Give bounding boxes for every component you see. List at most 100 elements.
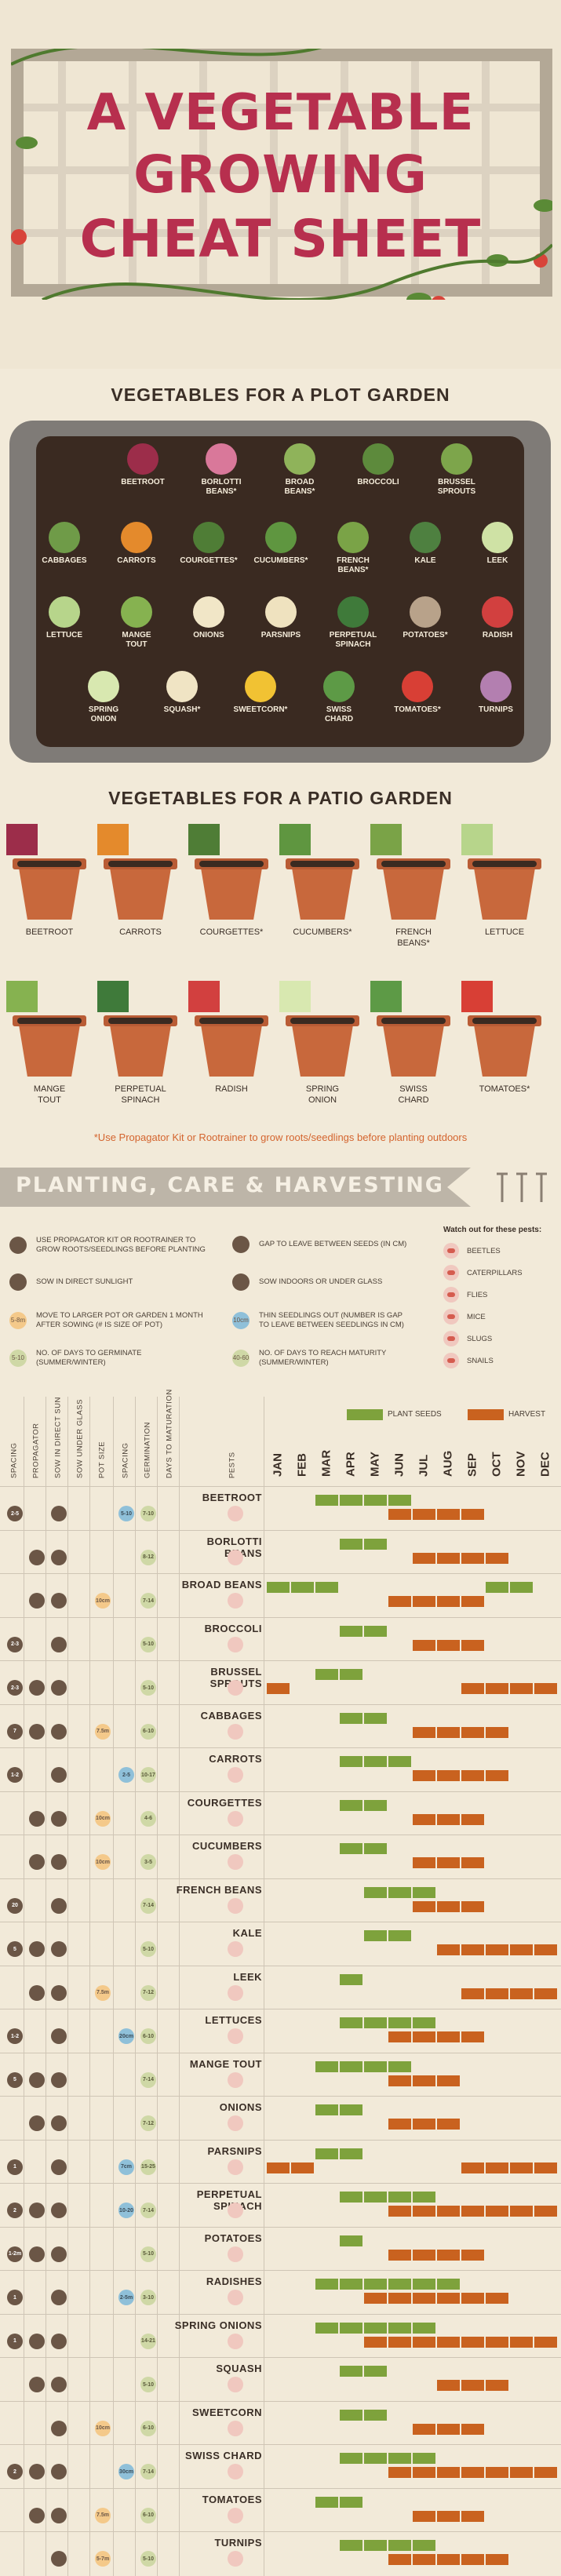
plot-veg-label: CARROTS: [117, 556, 156, 565]
harvest-bar-dec: [534, 1683, 557, 1694]
courgettes-icon: [188, 824, 220, 855]
harvest-bar-oct: [486, 2554, 508, 2565]
plot-veg-label: TURNIPS: [479, 705, 513, 714]
table-row-broad-beans: BROAD BEANS 10cm 7-14: [0, 1573, 561, 1616]
vegetable-name: LETTUCES: [205, 2014, 262, 2026]
plant-bar-jun: [388, 2453, 411, 2464]
plot-garden-heading: VEGETABLES FOR A PLOT GARDEN: [111, 384, 450, 405]
patio-pot-radish: RADISH: [188, 981, 275, 1095]
plot-veg-sweetcorn: SWEETCORN*: [229, 671, 292, 715]
vegetable-name: POTATOES: [204, 2232, 262, 2244]
harvest-bar-jan: [267, 1683, 290, 1694]
plant-bar-may: [364, 1712, 387, 1724]
harvest-bar-nov: [510, 1988, 533, 1999]
plant-bar-jun: [388, 1930, 411, 1941]
propagator-icon: [29, 2464, 45, 2479]
harvest-bar-jun: [388, 1509, 411, 1520]
title-line-3: CHEAT SHEET: [79, 209, 482, 269]
key-row: 10cm THIN SEEDLINGS OUT (NUMBER IS GAP TO…: [232, 1311, 404, 1330]
patio-pot-label: CUCUMBERS*: [293, 927, 352, 937]
patio-pot-label: PERPETUAL SPINACH: [115, 1084, 166, 1105]
harvest-bar-jun: [388, 2336, 411, 2348]
plant-bar-apr: [340, 2104, 362, 2115]
perpetual-spinach-icon: [97, 981, 129, 1012]
harvest-bar-jul: [413, 2293, 435, 2304]
key-text: GAP TO LEAVE BETWEEN SEEDS (IN CM): [259, 1240, 407, 1249]
plot-veg-tomatoes: TOMATOES*: [386, 671, 449, 715]
harvest-bar-oct: [486, 2162, 508, 2173]
pest-label: MICE: [467, 1312, 486, 1321]
plant-bar-may: [364, 1843, 387, 1854]
plot-veg-borlotti-beans: BORLOTTI BEANS*: [190, 443, 253, 496]
harvest-bar-nov: [510, 1944, 533, 1955]
propagator-icon: [29, 1680, 45, 1696]
harvest-bar-jul: [413, 2206, 435, 2217]
month-mar: MAR: [319, 1449, 333, 1477]
propagator-icon: [29, 2507, 45, 2523]
pot-icon: [377, 1015, 450, 1077]
sun-icon: [51, 2551, 67, 2567]
harvest-bar-jun: [388, 2206, 411, 2217]
sun-icon: [51, 1897, 67, 1914]
plot-veg-cucumbers: CUCUMBERS*: [250, 522, 312, 566]
pot-size-badge: 10cm: [95, 1593, 111, 1609]
table-row-turnips: TURNIPS 5-7m 5-10: [0, 2531, 561, 2574]
sun-icon: [51, 1854, 67, 1870]
harvest-bar-oct: [486, 2206, 508, 2217]
pest-icon: [228, 1549, 243, 1565]
harvest-bar-jul: [413, 2031, 435, 2042]
key-text: MOVE TO LARGER POT OR GARDEN 1 MONTH AFT…: [36, 1311, 203, 1329]
radish-icon: [482, 596, 513, 628]
harvest-bar-jun: [388, 2467, 411, 2478]
spacing-badge: 1-2: [7, 2028, 23, 2044]
plant-bar-may: [364, 1495, 387, 1506]
plot-veg-lettuce: LETTUCE: [33, 596, 96, 640]
pest-label: FLIES: [467, 1290, 488, 1299]
pot-icon: [13, 1015, 86, 1077]
sun-icon: [51, 2071, 67, 2088]
propagator-icon: [29, 1898, 45, 1914]
pest-icon: [228, 1593, 243, 1609]
month-nov: NOV: [514, 1451, 528, 1477]
table-row-cucumbers: CUCUMBERS 10cm 3-5: [0, 1835, 561, 1877]
harvest-bar-sep: [461, 2423, 484, 2435]
pest-icon: [228, 1941, 243, 1957]
pest-icon: [228, 1767, 243, 1783]
germination-badge: 7-14: [140, 2071, 156, 2088]
spring-onion-icon: [88, 671, 119, 702]
brussel-sprouts-icon: [441, 443, 472, 475]
plant-bar-mar: [315, 2060, 338, 2072]
banner-title: PLANTING, CARE & HARVESTING: [16, 1173, 444, 1197]
pest-label: SLUGS: [467, 1334, 493, 1343]
harvest-bar-jun: [388, 2119, 411, 2130]
broad-beans-icon: [284, 443, 315, 475]
plant-bar-may: [364, 1799, 387, 1811]
pest-label: CATERPILLARS: [467, 1268, 523, 1277]
month-apr: APR: [344, 1452, 358, 1477]
month-feb: FEB: [295, 1453, 309, 1477]
pest-icon: [228, 1897, 243, 1914]
harvest-bar-sep: [461, 2467, 484, 2478]
pest-label: BEETLES: [467, 1246, 501, 1255]
harvest-bar-aug: [437, 2467, 460, 2478]
spacing-badge: 2: [7, 2464, 23, 2479]
vegetable-name: BROCCOLI: [204, 1622, 262, 1634]
plant-bar-may: [364, 2060, 387, 2072]
plant-bar-nov: [510, 1582, 533, 1593]
harvest-bar-jun: [388, 2031, 411, 2042]
pest-icon: [228, 1984, 243, 2001]
plot-veg-label: CUCUMBERS*: [253, 556, 308, 565]
vegetable-name: PERPETUAL SPINACH: [196, 2188, 262, 2212]
germination-badge: 5-10: [140, 2551, 156, 2567]
sun-icon: [51, 2507, 67, 2523]
key-text: USE PROPAGATOR KIT OR ROOTRAINER TO GROW…: [36, 1236, 206, 1254]
harvest-bar-sep: [461, 1726, 484, 1738]
patio-pot-label: CARROTS: [119, 927, 162, 937]
table-row-broccoli: BROCCOLI 2-3 5-10: [0, 1616, 561, 1660]
table-row-sweetcorn: SWEETCORN 10cm 6-10: [0, 2400, 561, 2443]
table-row-carrots: CARROTS 1-2 2-5 10-17: [0, 1747, 561, 1790]
month-may: MAY: [368, 1452, 382, 1477]
plot-veg-broad-beans: BROAD BEANS*: [268, 443, 331, 496]
pest-icon: [228, 2028, 243, 2044]
propagator-icon: [29, 1637, 45, 1652]
